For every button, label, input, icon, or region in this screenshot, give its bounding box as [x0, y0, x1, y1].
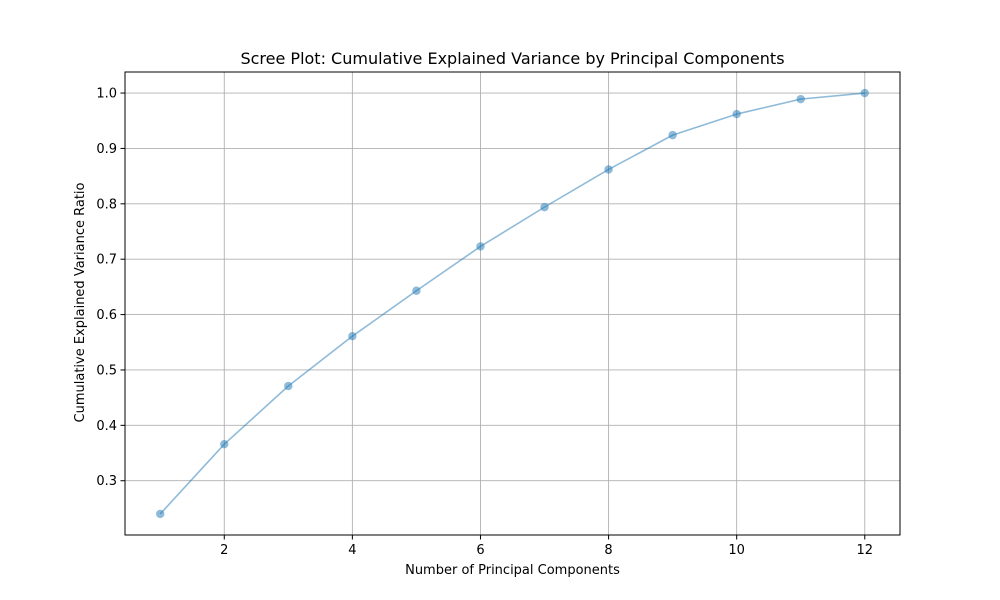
series-line-0: [159, 92, 865, 515]
y-tick-label-0.4: 0.4: [96, 419, 117, 434]
data-point-9: [668, 130, 677, 140]
grid: [125, 72, 900, 535]
data-point-3: [284, 381, 293, 391]
data-point-10: [732, 109, 741, 119]
data-point-1: [156, 509, 165, 519]
y-tick-label-0.8: 0.8: [96, 197, 117, 212]
x-tick-label-8: 8: [604, 543, 612, 558]
data-point-2: [220, 439, 229, 449]
data-point-4: [348, 331, 357, 341]
x-tick-label-4: 4: [348, 543, 356, 558]
x-tick-label-12: 12: [856, 543, 873, 558]
y-tick-label-1.0: 1.0: [96, 87, 117, 102]
x-tick-label-2: 2: [220, 543, 228, 558]
y-tick-label-0.6: 0.6: [96, 308, 117, 323]
chart-title: Scree Plot: Cumulative Explained Varianc…: [240, 49, 784, 68]
axes: [124, 71, 901, 536]
ticks: 2 4 6 8 10 12 0.3 0.4 0.5 0.6 0.7 0.8 0.9 1.0: [96, 87, 873, 558]
x-tick-label-10: 10: [728, 543, 745, 558]
data-point-8: [604, 165, 613, 174]
data-point-5: [412, 286, 421, 295]
data-point-6: [476, 242, 485, 251]
y-axis-label: Cumulative Explained Variance Ratio: [73, 182, 88, 422]
axes-frame: [124, 71, 901, 536]
x-axis-label: Number of Principal Components: [405, 563, 620, 578]
y-tick-label-0.7: 0.7: [96, 253, 117, 268]
series-layer: [156, 88, 869, 519]
y-tick-label-0.9: 0.9: [96, 142, 117, 157]
data-point-11: [796, 94, 805, 104]
data-point-7: [540, 202, 549, 212]
x-tick-label-6: 6: [476, 543, 484, 558]
y-tick-label-0.5: 0.5: [96, 363, 117, 378]
y-tick-label-0.3: 0.3: [96, 474, 117, 489]
data-point-12: [860, 88, 869, 98]
